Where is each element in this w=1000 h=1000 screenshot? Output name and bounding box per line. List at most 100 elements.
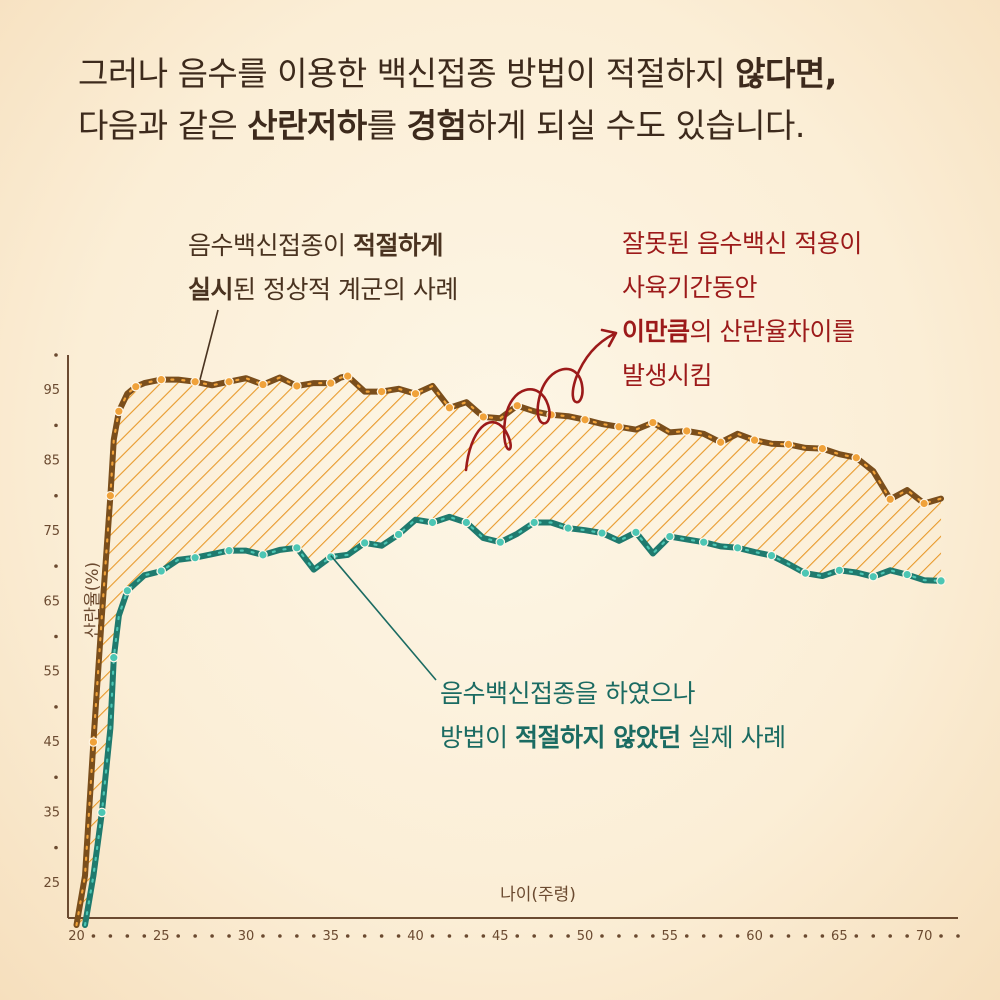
good-series-point [292, 381, 302, 391]
x-tick-label: 25 [153, 929, 170, 944]
bad-series-point [698, 537, 709, 547]
y-tick-label: 55 [43, 665, 60, 680]
good-series-point [817, 443, 828, 454]
good-series-point [376, 386, 387, 397]
good-series-point [190, 376, 200, 387]
annotation-line: 방법이 적절하지 않았던 실제 사례 [440, 716, 786, 760]
bad-series-point [563, 523, 573, 533]
good-series-point [224, 376, 234, 387]
x-tick-label: 30 [238, 929, 255, 944]
x-minor-dot [939, 934, 943, 938]
annotation-improper-vaccination: 음수백신접종을 하였으나 방법이 적절하지 않았던 실제 사례 [440, 672, 786, 760]
annotation-text: 실제 사례 [680, 723, 786, 752]
annotation-text: 발생시킴 [622, 361, 713, 390]
headline: 그러나 음수를 이용한 백신접종 방법이 적절하지 않다면, 다음과 같은 산란… [78, 48, 978, 152]
bad-series-point [495, 537, 506, 547]
x-tick-label: 35 [322, 929, 339, 944]
x-minor-dot [634, 934, 638, 938]
x-minor-dot [430, 934, 435, 938]
headline-text: 그러나 음수를 이용한 백신접종 방법이 적절하지 [78, 54, 736, 93]
bad-series-point [108, 652, 119, 663]
bad-series-point [156, 566, 167, 576]
y-tick-label: 45 [43, 735, 60, 750]
bad-series-point [258, 550, 268, 560]
good-series-point [614, 421, 624, 432]
x-minor-dot [701, 934, 706, 938]
annotation-emphasis: 적절하지 않았던 [514, 723, 681, 752]
x-minor-dot [379, 934, 384, 938]
annotation-emphasis: 실시 [188, 275, 234, 304]
bad-series-point [936, 576, 946, 586]
headline-text: 다음과 같은 [78, 106, 248, 145]
headline-line-2: 다음과 같은 산란저하를 경험하게 되실 수도 있습니다. [78, 100, 978, 152]
annotation-text: 의 산란율차이를 [689, 317, 855, 346]
x-minor-dot [481, 934, 486, 938]
bad-series-point [393, 529, 404, 540]
good-series-point [258, 379, 268, 390]
loss-arrow-head [600, 328, 618, 348]
x-tick-label: 50 [577, 929, 594, 944]
x-minor-dot [464, 934, 469, 938]
x-minor-dot [956, 934, 960, 938]
annotation-emphasis: 적절하게 [352, 231, 444, 260]
headline-text: 하게 되실 수도 있습니다. [466, 106, 805, 145]
headline-emphasis: 경험 [406, 106, 467, 145]
x-minor-dot [905, 934, 909, 938]
good-series-point [851, 452, 862, 463]
good-series-point [114, 406, 124, 417]
x-minor-dot [125, 934, 130, 938]
annotation-line: 이만큼의 산란율차이를 [622, 310, 862, 354]
x-tick-label: 65 [831, 929, 848, 944]
annotation-text: 방법이 [440, 723, 515, 752]
bad-series-point [359, 538, 370, 548]
bad-series-point [292, 543, 302, 553]
x-minor-dot [396, 934, 401, 938]
good-series-point [580, 414, 590, 425]
bad-series-point [122, 585, 133, 596]
good-series-point [919, 498, 929, 509]
y-minor-dot [54, 564, 58, 568]
good-series-point [410, 388, 421, 399]
x-minor-dot [261, 934, 265, 938]
headline-line-1: 그러나 음수를 이용한 백신접종 방법이 적절하지 않다면, [78, 48, 978, 100]
x-minor-dot [210, 934, 214, 938]
x-minor-dot [532, 934, 536, 938]
bad-series-line-dashes [83, 515, 943, 927]
y-tick-label: 75 [43, 524, 60, 539]
annotation-text: 음수백신접종이 [188, 231, 353, 260]
x-minor-dot [871, 934, 876, 938]
hatched-gap-area [76, 376, 942, 926]
bad-series-point [732, 543, 743, 553]
x-tick-label: 70 [916, 929, 933, 944]
x-tick-label: 60 [746, 929, 763, 944]
loss-curly-arrow [464, 332, 616, 472]
good-series-point [131, 381, 141, 392]
x-minor-dot [447, 934, 452, 938]
good-series-point [749, 435, 760, 445]
y-minor-dot [54, 845, 58, 850]
bad-series-point [427, 517, 438, 528]
x-minor-dot [684, 934, 689, 938]
x-minor-dot [718, 934, 723, 938]
bad-series-point [800, 568, 811, 578]
x-minor-dot [549, 934, 553, 938]
annotation-production-loss: 잘못된 음수백신 적용이 사육기간동안 이만큼의 산란율차이를 발생시킴 [622, 222, 862, 398]
x-minor-dot [108, 934, 113, 938]
y-minor-dot [54, 775, 58, 780]
x-minor-dot [227, 934, 231, 938]
annotation-leader-bad [330, 555, 437, 681]
bad-series-point [529, 517, 539, 528]
x-minor-dot [515, 934, 520, 938]
good-series-point [512, 400, 523, 411]
x-minor-dot [278, 934, 282, 938]
bad-series-point [631, 527, 641, 538]
bad-series-point [461, 517, 472, 528]
x-minor-dot [362, 934, 367, 938]
x-minor-dot [566, 934, 570, 938]
x-minor-dot [176, 934, 180, 938]
bad-series-point [834, 565, 845, 576]
good-series-point [478, 412, 489, 422]
y-minor-dot [54, 634, 58, 639]
good-series-point [648, 417, 658, 428]
y-minor-dot [54, 353, 58, 357]
